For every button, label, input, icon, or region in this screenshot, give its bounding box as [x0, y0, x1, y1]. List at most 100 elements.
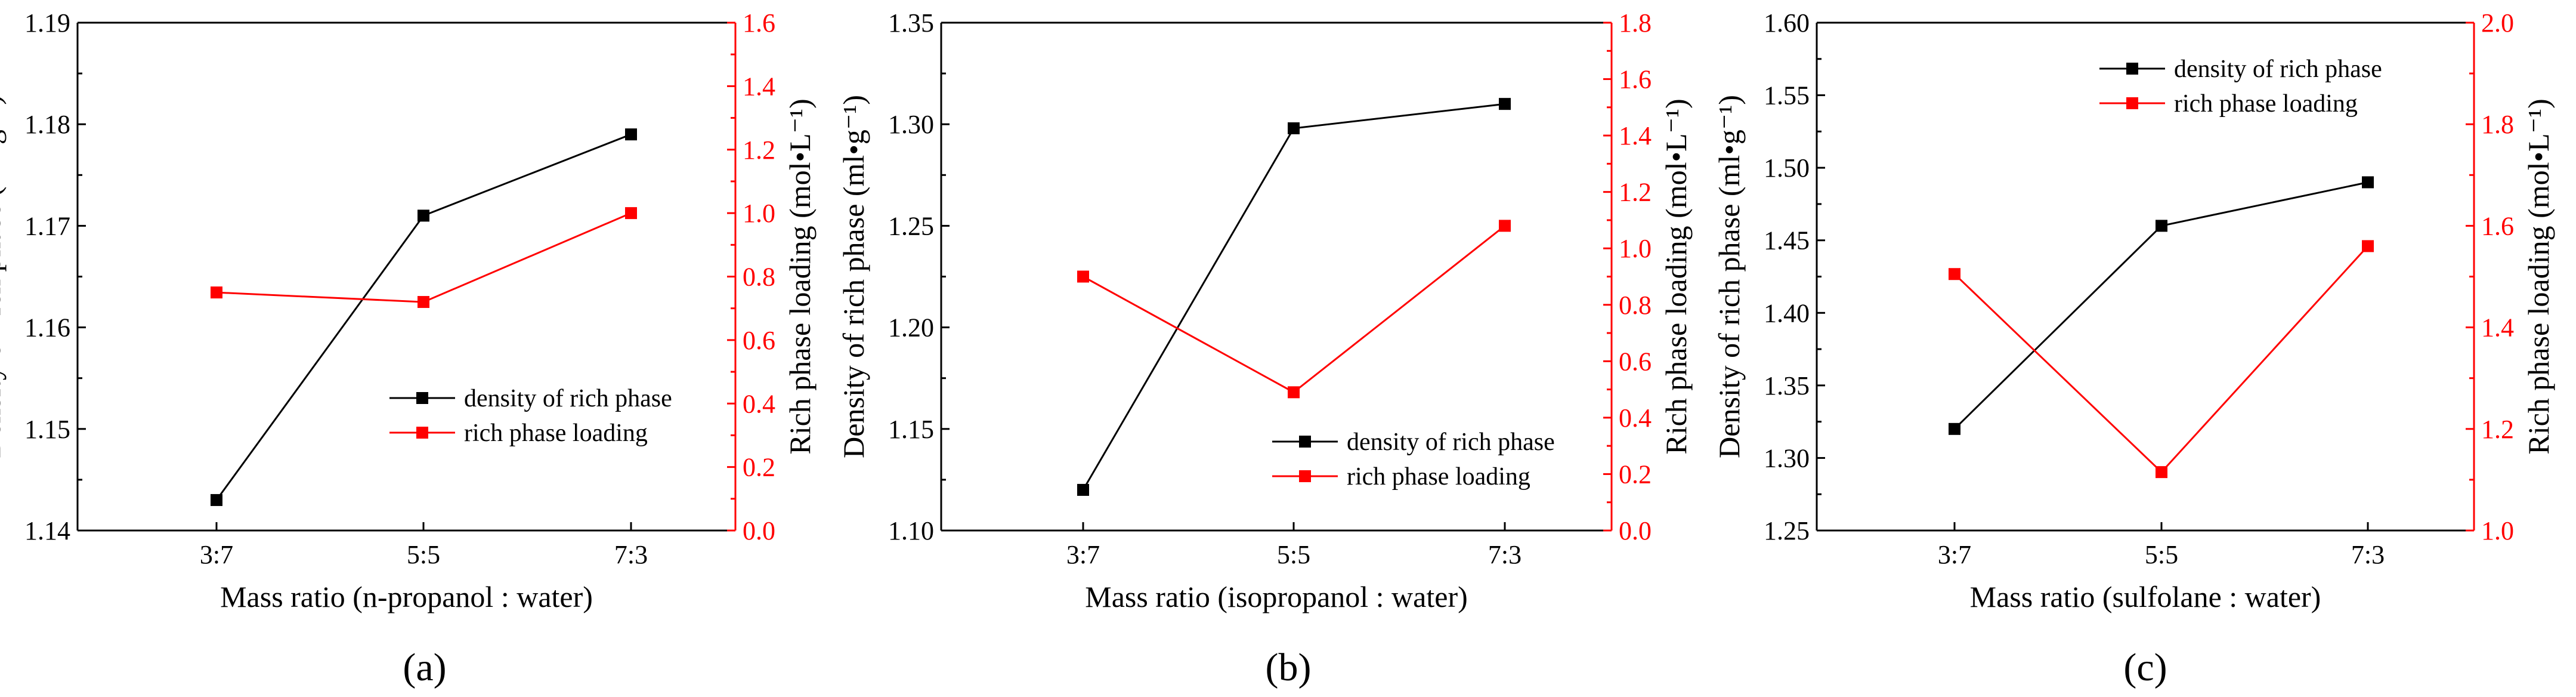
legend-marker	[1299, 436, 1311, 448]
left-y-tick-label: 1.30	[888, 110, 934, 139]
left-y-axis-title: Density of rich phase (ml•g⁻¹)	[1712, 95, 1746, 458]
right-y-axis-title: Rich phase loading (mol•L⁻¹)	[1659, 98, 1693, 454]
data-point-loading	[2362, 240, 2374, 252]
x-tick-label: 7:3	[1488, 540, 1522, 569]
data-point-loading	[211, 286, 222, 299]
right-y-tick-label: 2.0	[2481, 8, 2514, 38]
left-y-tick-label: 1.35	[1764, 371, 1810, 400]
x-tick-label: 3:7	[1938, 540, 1971, 569]
left-y-tick-label: 1.15	[888, 415, 934, 444]
legend-marker	[2126, 97, 2138, 109]
left-y-tick-label: 1.14	[24, 516, 70, 545]
right-y-tick-label: 0.4	[743, 389, 775, 418]
series-line-rich-phase-loading	[1083, 225, 1505, 394]
data-point-density	[1949, 422, 1960, 435]
right-y-tick-label: 0.6	[743, 326, 775, 355]
right-y-tick-label: 0.0	[1619, 516, 1652, 545]
right-y-tick-label: 0.8	[743, 263, 775, 292]
data-point-density	[1499, 98, 1511, 110]
legend-label: rich phase loading	[2174, 90, 2358, 118]
left-y-tick-label: 1.25	[1764, 516, 1810, 545]
data-point-density	[211, 494, 222, 506]
panel-label: (c)	[2123, 646, 2167, 689]
legend-label: density of rich phase	[464, 385, 672, 412]
x-tick-label: 5:5	[407, 540, 440, 569]
chart-panel-c: 1.25 1.30 1.35 1.40 1.45 1.50 1.55 1.60 1.0 1.2 1.…	[1712, 8, 2555, 689]
right-y-tick-label: 0.2	[1619, 459, 1652, 489]
left-y-axis-title: Density of rich phase (ml•g⁻¹)	[0, 95, 7, 458]
right-y-tick-label: 1.0	[1619, 234, 1652, 263]
data-point-loading	[625, 207, 637, 220]
series-line-rich-phase-loading	[216, 212, 632, 303]
data-point-loading	[418, 296, 429, 309]
left-y-tick-label: 1.40	[1764, 298, 1810, 328]
right-y-axis-title: Rich phase loading (mol•L⁻¹)	[2522, 98, 2555, 454]
legend-label: density of rich phase	[2174, 55, 2382, 83]
chart-panel-a: 1.14 1.15 1.16 1.17 1.18 1.19 0.0 0.2 0.4 0.6 0.8 1…	[0, 8, 817, 689]
right-y-tick-label: 0.4	[1619, 403, 1652, 433]
series-line-density-of-rich-phase	[1953, 181, 2368, 430]
left-y-tick-label: 1.15	[24, 415, 70, 444]
x-tick-label: 5:5	[1277, 540, 1310, 569]
left-y-tick-label: 1.60	[1764, 8, 1810, 38]
legend-marker	[416, 427, 428, 439]
x-tick-label: 7:3	[2351, 540, 2385, 569]
right-y-tick-label: 1.2	[1619, 178, 1652, 207]
left-y-tick-label: 1.35	[888, 8, 934, 38]
data-point-loading	[1077, 270, 1089, 283]
data-point-density	[2362, 176, 2374, 189]
right-y-tick-label: 1.8	[2481, 110, 2514, 139]
right-y-tick-label: 1.6	[743, 8, 775, 38]
right-y-tick-label: 0.8	[1619, 291, 1652, 320]
x-tick-label: 7:3	[614, 540, 648, 569]
left-y-tick-label: 1.18	[24, 110, 70, 139]
series-line-rich-phase-loading	[1953, 245, 2369, 474]
left-y-tick-label: 1.30	[1764, 443, 1810, 473]
data-point-loading	[1288, 386, 1300, 399]
x-tick-label: 3:7	[200, 540, 233, 569]
panel-label: (a)	[403, 646, 446, 689]
x-axis-title: Mass ratio (n-propanol : water)	[220, 580, 593, 613]
right-y-tick-label: 1.8	[1619, 8, 1652, 38]
right-y-tick-label: 1.0	[2481, 516, 2514, 545]
right-y-tick-label: 0.0	[743, 516, 775, 545]
legend-label: rich phase loading	[1347, 463, 1530, 491]
right-y-tick-label: 1.0	[743, 199, 775, 228]
legend-marker	[2126, 63, 2138, 75]
panel-label: (b)	[1266, 646, 1312, 689]
data-point-density	[1077, 483, 1089, 496]
left-y-tick-label: 1.17	[24, 211, 70, 240]
x-axis-title: Mass ratio (isopropanol : water)	[1085, 580, 1468, 613]
legend-label: rich phase loading	[464, 420, 648, 447]
right-y-tick-label: 1.2	[2481, 415, 2514, 444]
left-y-tick-label: 1.20	[888, 313, 934, 343]
legend-marker	[416, 392, 428, 404]
right-y-tick-label: 0.6	[1619, 347, 1652, 376]
x-tick-label: 5:5	[2145, 540, 2178, 569]
data-point-density	[2156, 220, 2167, 232]
x-tick-label: 3:7	[1066, 540, 1100, 569]
data-point-loading	[1499, 220, 1511, 232]
right-y-tick-label: 1.4	[743, 72, 775, 101]
left-y-tick-label: 1.19	[24, 8, 70, 38]
legend-marker	[1299, 470, 1311, 482]
left-y-tick-label: 1.10	[888, 516, 934, 545]
right-y-tick-label: 0.2	[743, 453, 775, 482]
left-y-tick-label: 1.16	[24, 313, 70, 343]
right-y-tick-label: 1.4	[1619, 121, 1652, 150]
right-y-tick-label: 1.4	[2481, 313, 2514, 343]
data-point-loading	[2156, 466, 2167, 479]
data-point-loading	[1949, 268, 1960, 280]
left-y-tick-label: 1.50	[1764, 153, 1810, 183]
left-y-tick-label: 1.25	[888, 211, 934, 240]
right-y-tick-label: 1.6	[2481, 211, 2514, 240]
x-axis-title: Mass ratio (sulfolane : water)	[1970, 580, 2321, 613]
left-y-tick-label: 1.55	[1764, 81, 1810, 110]
left-y-tick-label: 1.45	[1764, 226, 1810, 255]
chart-panel-b: 1.10 1.15 1.20 1.25 1.30 1.35 0.0 0.2 0.4 0.6 0.8 1…	[837, 8, 1693, 689]
right-y-axis-title: Rich phase loading (mol•L⁻¹)	[783, 98, 817, 454]
right-y-tick-label: 1.6	[1619, 65, 1652, 94]
right-y-tick-label: 1.2	[743, 135, 775, 165]
data-point-density	[625, 128, 637, 141]
